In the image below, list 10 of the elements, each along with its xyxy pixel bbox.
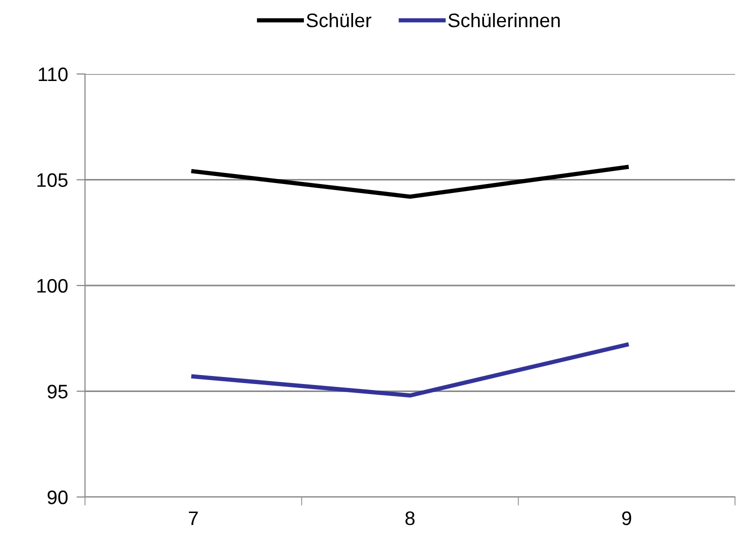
y-tick-label: 105 [37, 173, 68, 187]
x-tick-label: 7 [188, 512, 198, 525]
y-tick-label: 100 [37, 278, 68, 293]
x-tick-label: 8 [405, 511, 415, 526]
y-tick-label: 95 [48, 384, 68, 398]
y-tick-label: 90 [48, 490, 68, 504]
y-tick-label: 110 [38, 67, 68, 82]
x-tick-label: 9 [622, 511, 632, 526]
legend-label: Schülerinnen [448, 12, 560, 28]
legend-label: Schüler [306, 12, 372, 28]
